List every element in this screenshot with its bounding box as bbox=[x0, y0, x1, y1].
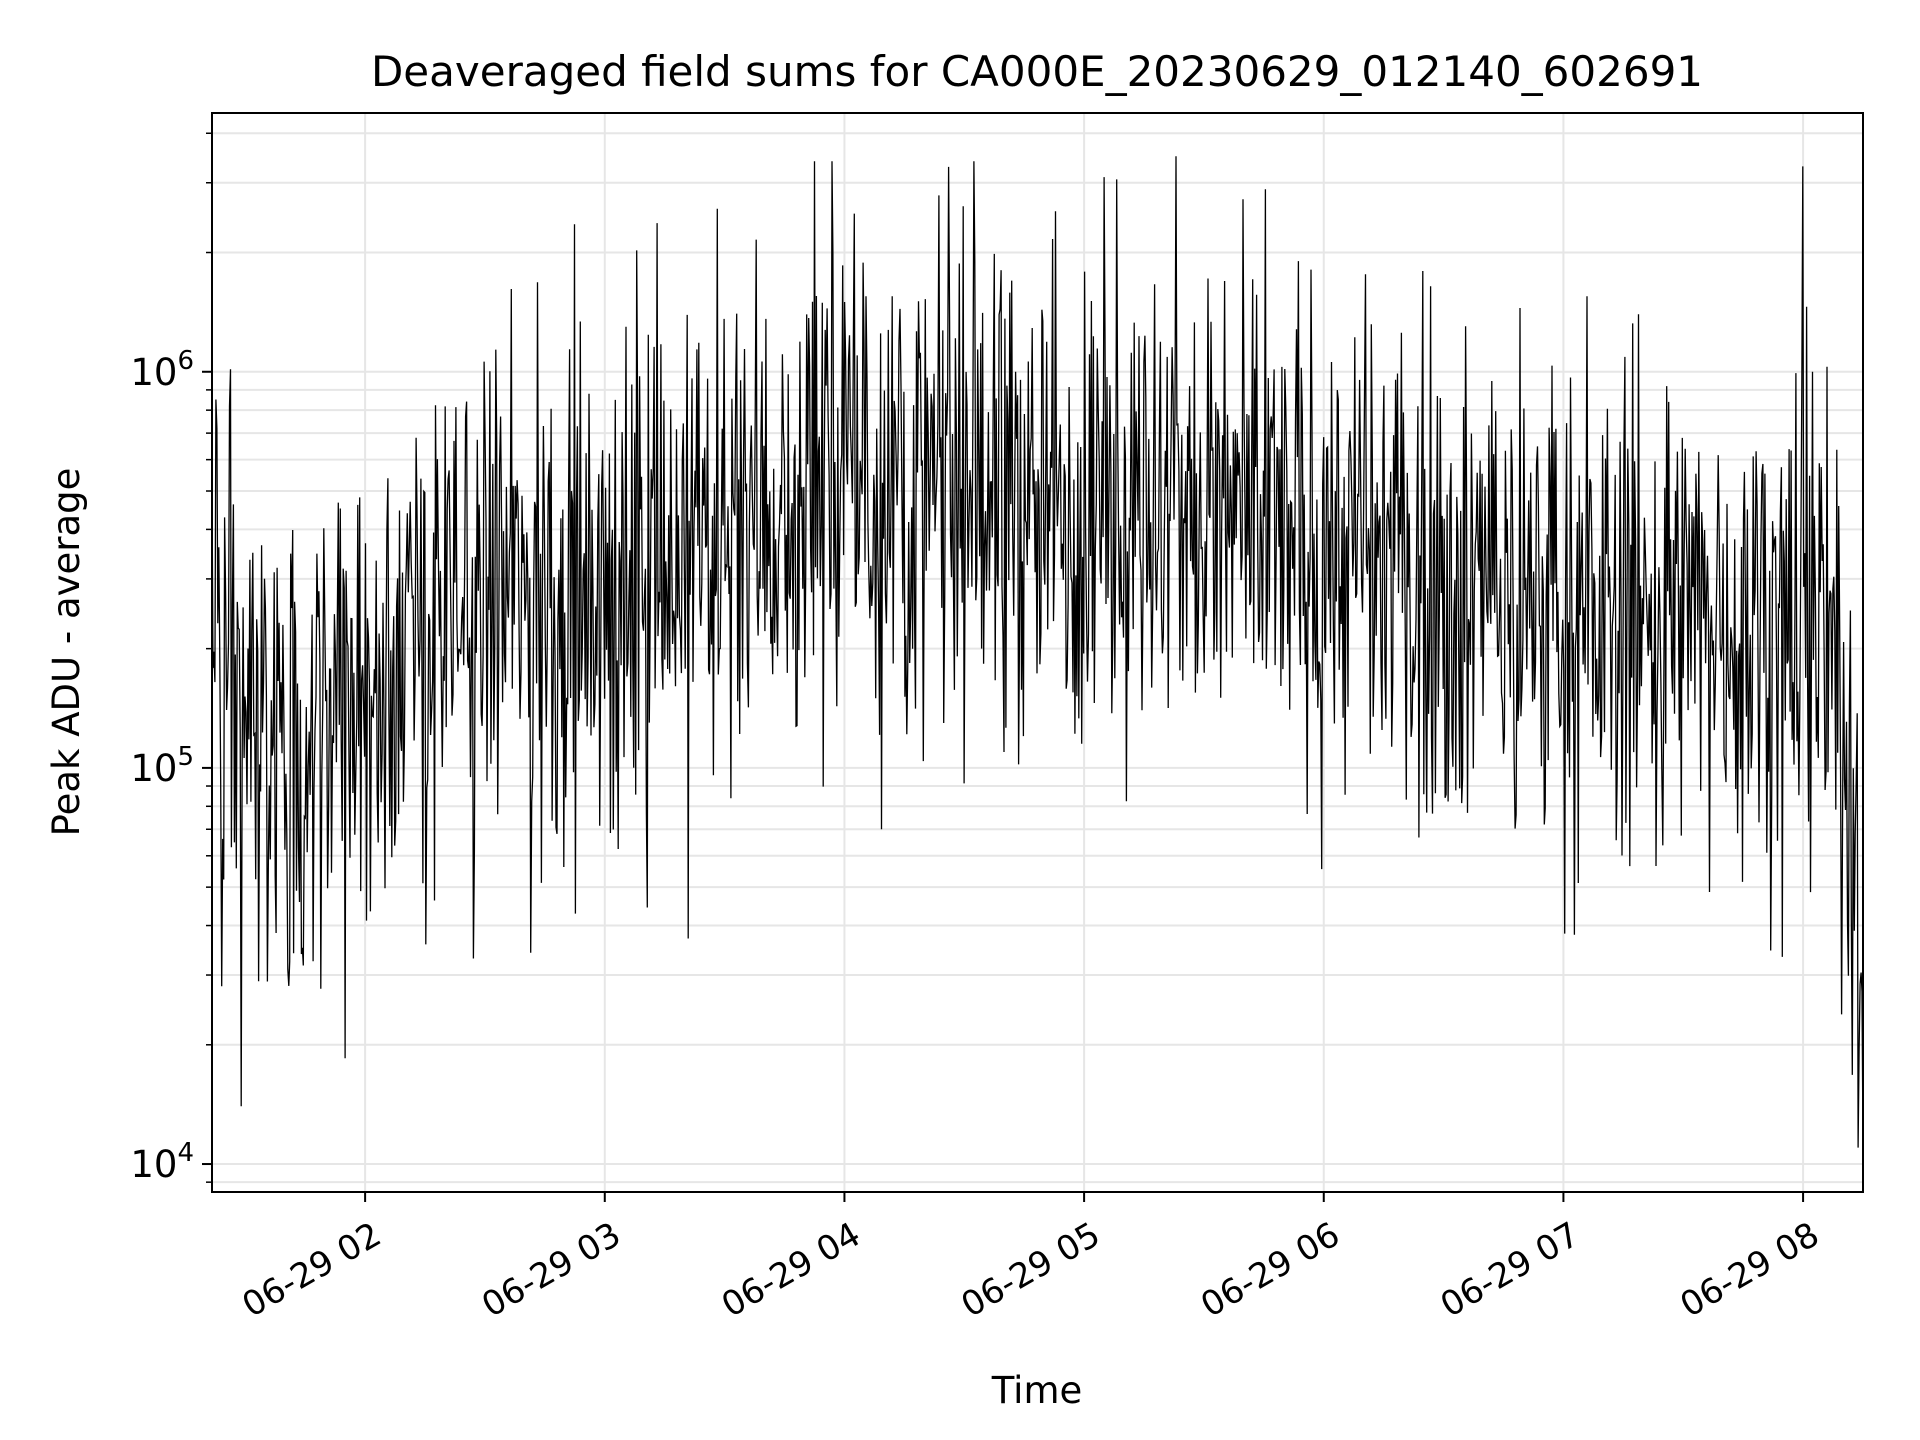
x-axis-label: Time bbox=[991, 1369, 1083, 1412]
chart-title: Deaveraged field sums for CA000E_2023062… bbox=[371, 47, 1703, 96]
series-line bbox=[211, 156, 1864, 1148]
y-axis-label: Peak ADU - average bbox=[45, 468, 88, 837]
y-tick-label: 105 bbox=[130, 742, 194, 790]
y-tick-label: 104 bbox=[130, 1138, 194, 1186]
y-tick-label: 106 bbox=[130, 346, 194, 394]
plot-frame bbox=[211, 112, 1864, 1193]
data-series bbox=[211, 156, 1864, 1148]
